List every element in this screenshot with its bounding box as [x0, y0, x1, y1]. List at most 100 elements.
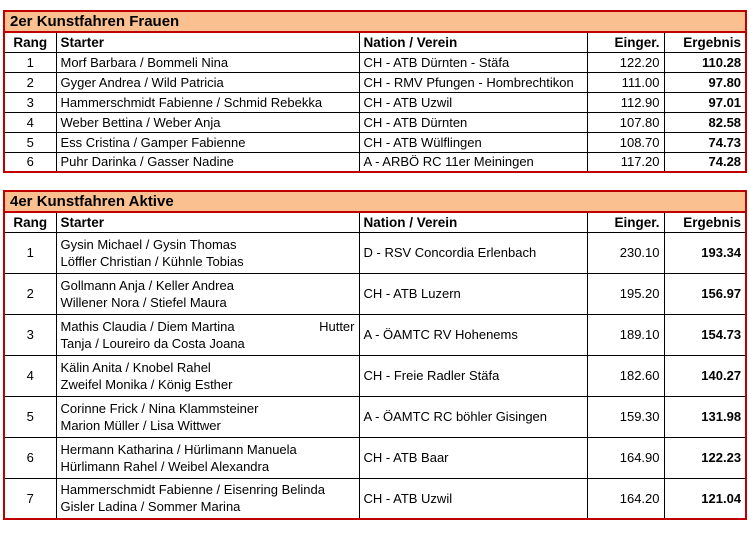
cell-ergebnis: 122.23	[663, 436, 747, 479]
cell-ergebnis: 121.04	[663, 477, 747, 520]
cell-einger: 108.70	[586, 131, 665, 153]
cell-einger: 230.10	[586, 231, 665, 274]
cell-starter: Ess Cristina / Gamper Fabienne	[55, 131, 360, 153]
cell-rang: 2	[3, 71, 57, 93]
table-header-row: Rang Starter Nation / Verein Einger. Erg…	[3, 31, 747, 53]
cell-starter: Gysin Michael / Gysin Thomas Löffler Chr…	[55, 231, 360, 274]
cell-rang: 5	[3, 131, 57, 153]
col-header-einger: Einger.	[586, 31, 665, 53]
cell-einger: 182.60	[586, 354, 665, 397]
cell-starter: Morf Barbara / Bommeli Nina	[55, 51, 360, 73]
col-header-einger: Einger.	[586, 211, 665, 233]
table-title-row: 2er Kunstfahren Frauen	[2, 10, 748, 33]
cell-starter: Hammerschmidt Fabienne / Schmid Rebekka	[55, 91, 360, 113]
cell-ergebnis: 74.73	[663, 131, 747, 153]
cell-starter: Hermann Katharina / Hürlimann Manuela Hü…	[55, 436, 360, 479]
cell-starter: Mathis Claudia / Diem Martina Hutter Tanj…	[55, 313, 360, 356]
starter-line-1: Gollmann Anja / Keller Andrea	[61, 277, 355, 294]
col-header-starter: Starter	[55, 31, 360, 53]
cell-einger: 112.90	[586, 91, 665, 113]
cell-einger: 111.00	[586, 71, 665, 93]
col-header-ergebnis: Ergebnis	[663, 211, 747, 233]
cell-ergebnis: 82.58	[663, 111, 747, 133]
starter-names: Gysin Michael / Gysin Thomas	[60, 236, 237, 252]
cell-nation-verein: CH - ATB Uzwil	[358, 91, 588, 113]
cell-rang: 1	[3, 231, 57, 274]
table-row: 2 Gyger Andrea / Wild Patricia CH - RMV …	[3, 71, 747, 93]
starter-names-overflow: Hutter	[319, 318, 355, 334]
col-header-rang: Rang	[3, 211, 57, 233]
cell-nation-verein: CH - ATB Baar	[358, 436, 588, 479]
table-row: 3 Hammerschmidt Fabienne / Schmid Rebekk…	[3, 91, 747, 113]
cell-nation-verein: A - ÖAMTC RV Hohenems	[358, 313, 588, 356]
cell-rang: 7	[3, 477, 57, 520]
cell-ergebnis: 131.98	[663, 395, 747, 438]
starter-line-2: Willener Nora / Stiefel Maura	[60, 294, 227, 310]
col-header-nation-verein: Nation / Verein	[358, 31, 588, 53]
cell-rang: 4	[3, 354, 57, 397]
cell-nation-verein: CH - ATB Dürnten - Stäfa	[358, 51, 588, 73]
table-4er-kunstfahren-aktive: 4er Kunstfahren Aktive Rang Starter Nati…	[2, 190, 748, 520]
cell-rang: 2	[3, 272, 57, 315]
cell-ergebnis: 154.73	[663, 313, 747, 356]
col-header-ergebnis: Ergebnis	[663, 31, 747, 53]
starter-line-1: Mathis Claudia / Diem Martina Hutter	[61, 318, 355, 335]
table-row: 5 Ess Cristina / Gamper Fabienne CH - AT…	[3, 131, 747, 153]
cell-starter: Gollmann Anja / Keller Andrea Willener N…	[55, 272, 360, 315]
starter-names: Corinne Frick / Nina Klammsteiner	[60, 400, 259, 416]
cell-einger: 189.10	[586, 313, 665, 356]
cell-ergebnis: 97.01	[663, 91, 747, 113]
table-title-row: 4er Kunstfahren Aktive	[2, 190, 748, 213]
cell-einger: 164.90	[586, 436, 665, 479]
cell-nation-verein: CH - ATB Uzwil	[358, 477, 588, 520]
table-row: 1 Gysin Michael / Gysin Thomas Löffler C…	[3, 231, 747, 274]
cell-starter: Hammerschmidt Fabienne / Eisenring Belin…	[55, 477, 360, 520]
starter-names: Kälin Anita / Knobel Rahel	[60, 359, 211, 375]
cell-nation-verein: A - ARBÖ RC 11er Meiningen	[358, 151, 588, 173]
table-row: 4 Weber Bettina / Weber Anja CH - ATB Dü…	[3, 111, 747, 133]
table-row: 6 Puhr Darinka / Gasser Nadine A - ARBÖ …	[3, 151, 747, 173]
table-row: 6 Hermann Katharina / Hürlimann Manuela …	[3, 436, 747, 479]
cell-nation-verein: CH - Freie Radler Stäfa	[358, 354, 588, 397]
starter-line-1: Gysin Michael / Gysin Thomas	[61, 236, 355, 253]
col-header-rang: Rang	[3, 31, 57, 53]
starter-names: Hammerschmidt Fabienne / Eisenring Belin…	[60, 482, 325, 498]
cell-ergebnis: 97.80	[663, 71, 747, 93]
cell-rang: 5	[3, 395, 57, 438]
starter-line-2: Hürlimann Rahel / Weibel Alexandra	[60, 458, 270, 474]
cell-starter: Puhr Darinka / Gasser Nadine	[55, 151, 360, 173]
starter-names: Hermann Katharina / Hürlimann Manuela	[60, 441, 297, 457]
cell-ergebnis: 193.34	[663, 231, 747, 274]
cell-starter: Gyger Andrea / Wild Patricia	[55, 71, 360, 93]
cell-einger: 117.20	[586, 151, 665, 173]
starter-line-2: Gisler Ladina / Sommer Marina	[60, 499, 241, 515]
cell-nation-verein: CH - ATB Wülflingen	[358, 131, 588, 153]
cell-nation-verein: CH - ATB Luzern	[358, 272, 588, 315]
cell-starter: Kälin Anita / Knobel Rahel Zweifel Monik…	[55, 354, 360, 397]
table-row: 4 Kälin Anita / Knobel Rahel Zweifel Mon…	[3, 354, 747, 397]
table-row: 7 Hammerschmidt Fabienne / Eisenring Bel…	[3, 477, 747, 520]
cell-einger: 122.20	[586, 51, 665, 73]
table-row: 3 Mathis Claudia / Diem Martina Hutter Ta…	[3, 313, 747, 356]
table-header-row: Rang Starter Nation / Verein Einger. Erg…	[3, 211, 747, 233]
cell-ergebnis: 156.97	[663, 272, 747, 315]
cell-ergebnis: 74.28	[663, 151, 747, 173]
cell-rang: 1	[3, 51, 57, 73]
starter-line-2: Löffler Christian / Kühnle Tobias	[60, 253, 244, 269]
cell-einger: 107.80	[586, 111, 665, 133]
starter-line-1: Hermann Katharina / Hürlimann Manuela	[61, 441, 355, 458]
table-row: 1 Morf Barbara / Bommeli Nina CH - ATB D…	[3, 51, 747, 73]
col-header-nation-verein: Nation / Verein	[358, 211, 588, 233]
starter-line-2: Tanja / Loureiro da Costa Joana	[60, 335, 245, 351]
starter-line-1: Kälin Anita / Knobel Rahel	[61, 359, 355, 376]
table-title: 2er Kunstfahren Frauen	[2, 10, 748, 33]
cell-nation-verein: A - ÖAMTC RC böhler Gisingen	[358, 395, 588, 438]
cell-einger: 195.20	[586, 272, 665, 315]
cell-rang: 6	[3, 436, 57, 479]
cell-nation-verein: CH - ATB Dürnten	[358, 111, 588, 133]
table-title: 4er Kunstfahren Aktive	[2, 190, 748, 213]
starter-names: Mathis Claudia / Diem Martina	[60, 318, 235, 334]
starter-names: Gollmann Anja / Keller Andrea	[60, 277, 234, 293]
cell-einger: 159.30	[586, 395, 665, 438]
